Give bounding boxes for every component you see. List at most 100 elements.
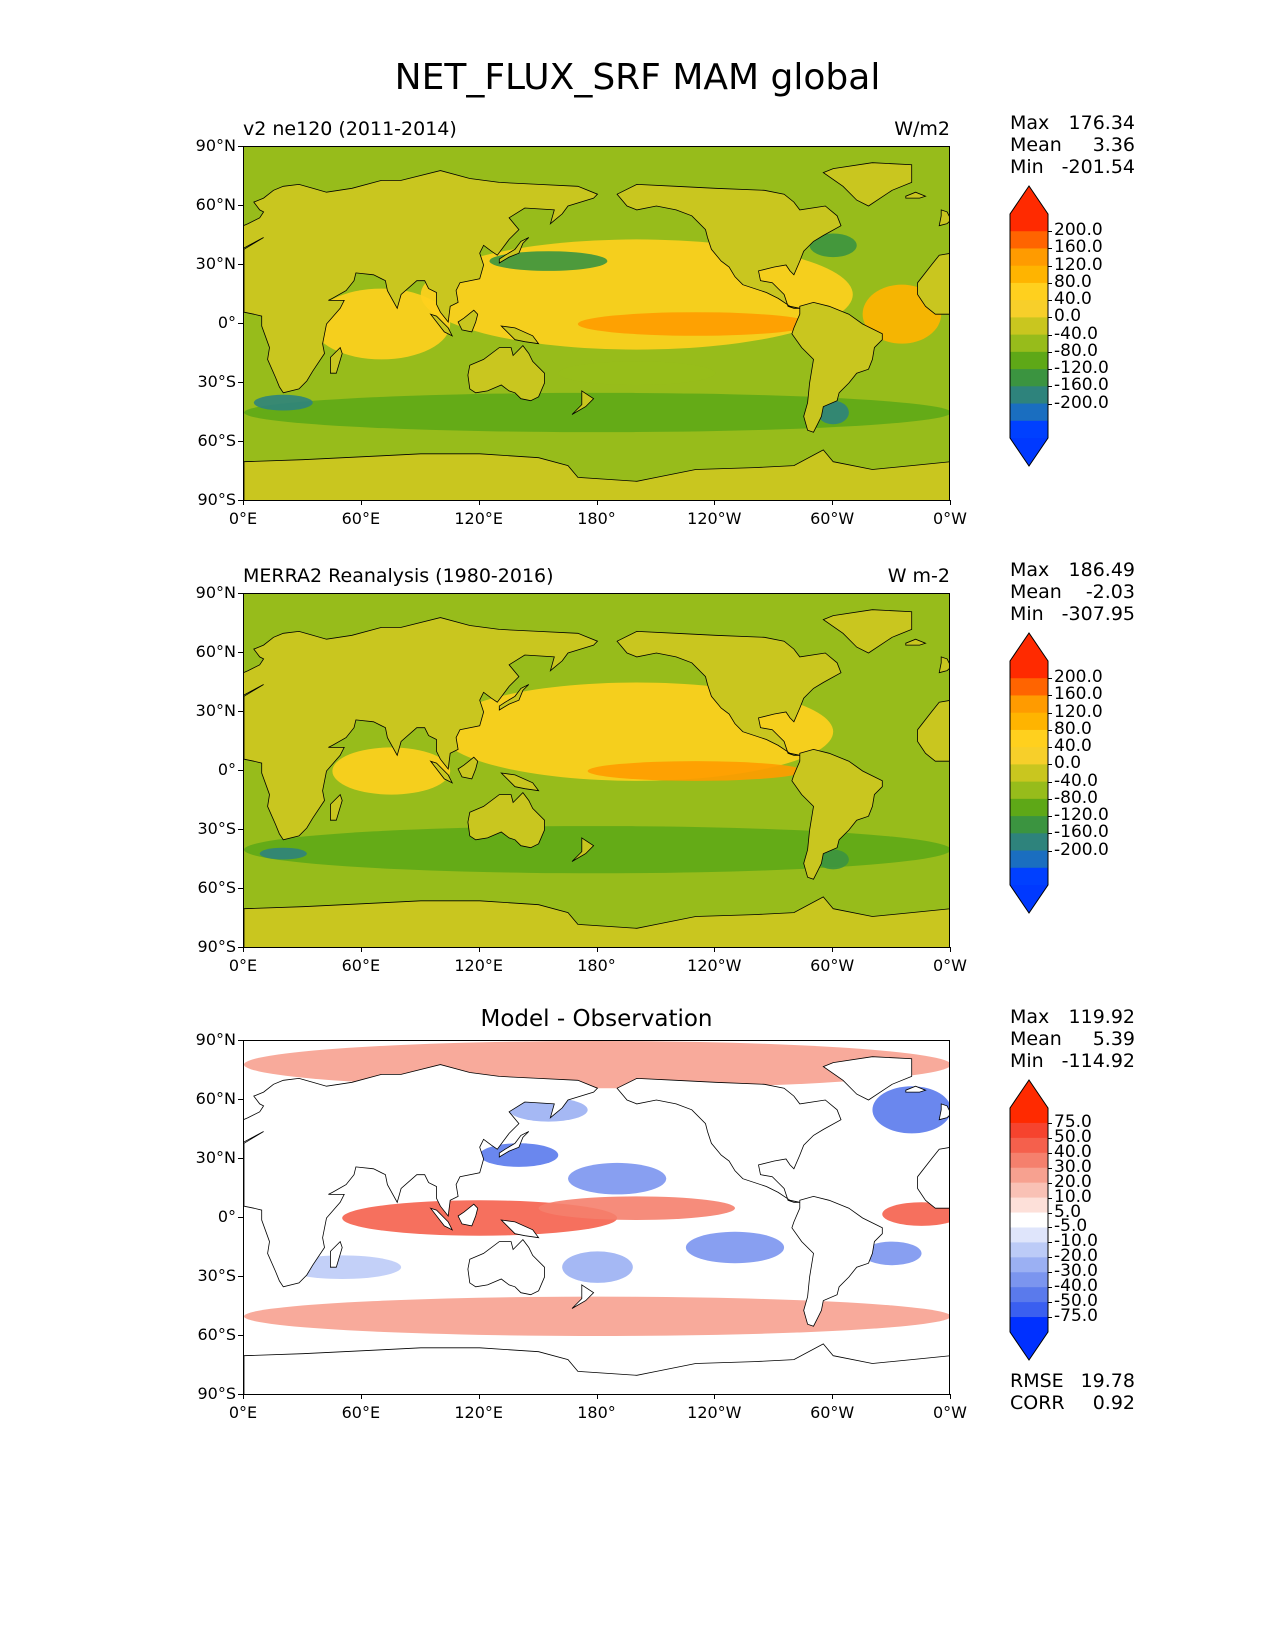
y-tick-label: 90°N [195,1030,236,1049]
coastline-japan [498,1131,530,1158]
x-tick-label: 0°E [228,956,258,975]
colorbar-svg [1009,632,1049,914]
colorbar-segment [1010,764,1048,783]
field-contour [558,361,716,385]
colorbar-tick-label: -40.0 [1054,1276,1098,1297]
x-tick-mark [832,500,834,505]
x-tick-label: 120°E [454,956,503,975]
y-tick-mark [238,323,243,324]
field-contour [479,1143,559,1167]
stat-value: 5.39 [1092,1028,1135,1050]
x-tick-mark [596,500,598,505]
stat-label: Max [1010,559,1050,581]
coastline-borneo [457,309,479,333]
colorbar-tick-mark [1048,1302,1052,1304]
coastline-new-guinea [500,325,540,345]
colorbar-tick-label: 80.0 [1054,271,1092,292]
colorbar-tick-label: 40.0 [1054,289,1092,310]
y-tick-label: 60°N [195,642,236,661]
x-tick-label: 120°E [454,509,503,528]
colorbar-svg [1009,1079,1049,1361]
colorbar-segment [1010,850,1048,869]
x-tick-label: 60°W [810,956,855,975]
colorbar-segment [1010,1122,1048,1139]
x-tick-mark [832,947,834,952]
map-field [244,1041,949,1394]
y-tick-label: 60°N [195,1089,236,1108]
stat-label: Max [1010,112,1050,134]
colorbar-extend-bottom [1010,438,1048,466]
coastline-australia [467,1238,545,1296]
coastline-iceland [905,1085,927,1093]
colorbar-tick-label: -30.0 [1054,1261,1098,1282]
colorbar-segment [1010,678,1048,696]
y-tick-label: 30°N [195,701,236,720]
coastline-south-america [791,1195,883,1327]
colorbar-segment [1010,781,1048,800]
coastline-australia [467,344,545,402]
field-contour [244,1296,949,1336]
x-tick-label: 0°E [228,1403,258,1422]
colorbar-tick-label: 0.0 [1054,306,1082,327]
panel-units: W/m2 [894,118,950,140]
colorbar-tick-mark [1048,678,1052,680]
colorbar-tick-label: 50.0 [1054,1126,1092,1147]
colorbar-tick-label: -160.0 [1054,822,1109,843]
field-contour [872,1086,949,1134]
coastline-eurasia-west [917,1147,949,1209]
x-tick-mark [832,1394,834,1399]
colorbar-tick-mark [1048,1182,1052,1184]
y-tick-label: 60°S [197,431,236,450]
x-tick-mark [243,947,244,952]
colorbar [1009,1079,1049,1361]
x-tick-mark [714,1394,716,1399]
stats-block: Max 176.34 Mean 3.36 Min -201.54 [1010,112,1135,178]
x-tick-label: 120°W [687,956,742,975]
coastline-eurasia-africa [244,170,599,394]
colorbar-tick-label: 160.0 [1054,684,1103,705]
coastline-south-america [791,748,883,880]
coastline-new-guinea [500,1219,540,1239]
colorbar-segment [1010,798,1048,817]
colorbar-segment [1010,1182,1048,1199]
y-tick-mark [238,382,243,383]
x-tick-mark [714,500,716,505]
colorbar-tick-label: -80.0 [1054,340,1098,361]
y-tick-mark [238,652,243,653]
coastline-sumatra [429,313,454,337]
colorbar-segment [1010,661,1048,679]
field-contour [244,826,949,874]
x-tick-label: 0°E [228,509,258,528]
colorbar-tick-mark [1048,764,1052,766]
x-tick-label: 120°W [687,1403,742,1422]
colorbar [1009,185,1049,467]
colorbar-segment [1010,1287,1048,1303]
colorbar-tick-mark [1048,386,1052,388]
stat-label: Max [1010,1006,1050,1028]
x-tick-label: 0°W [933,956,967,975]
colorbar-tick-mark [1048,747,1052,749]
colorbar-tick-mark [1048,712,1052,714]
colorbar-segment [1010,282,1048,301]
y-tick-label: 90°N [195,136,236,155]
stat-row: RMSE 19.78 [1010,1370,1135,1392]
colorbar-tick-label: -10.0 [1054,1231,1098,1252]
colorbar-tick-mark [1048,403,1052,405]
y-tick-mark [238,829,243,830]
y-tick-label: 30°S [197,372,236,391]
colorbar-tick-mark [1048,248,1052,250]
stat-value: 119.92 [1068,1006,1135,1028]
coastline-australia [467,791,545,849]
x-tick-label: 120°W [687,509,742,528]
colorbar-tick-label: 200.0 [1054,220,1103,241]
y-tick-mark [238,888,243,889]
coastline-madagascar [330,1240,343,1268]
coastline-borneo [457,1203,479,1227]
y-tick-mark [238,1040,243,1041]
colorbar-segment [1010,712,1048,731]
coastline-greenland [822,162,913,207]
stat-value: 3.36 [1092,134,1135,156]
coastline-uk [938,209,949,227]
stat-label: CORR [1010,1392,1065,1414]
x-tick-label: 180° [577,509,616,528]
